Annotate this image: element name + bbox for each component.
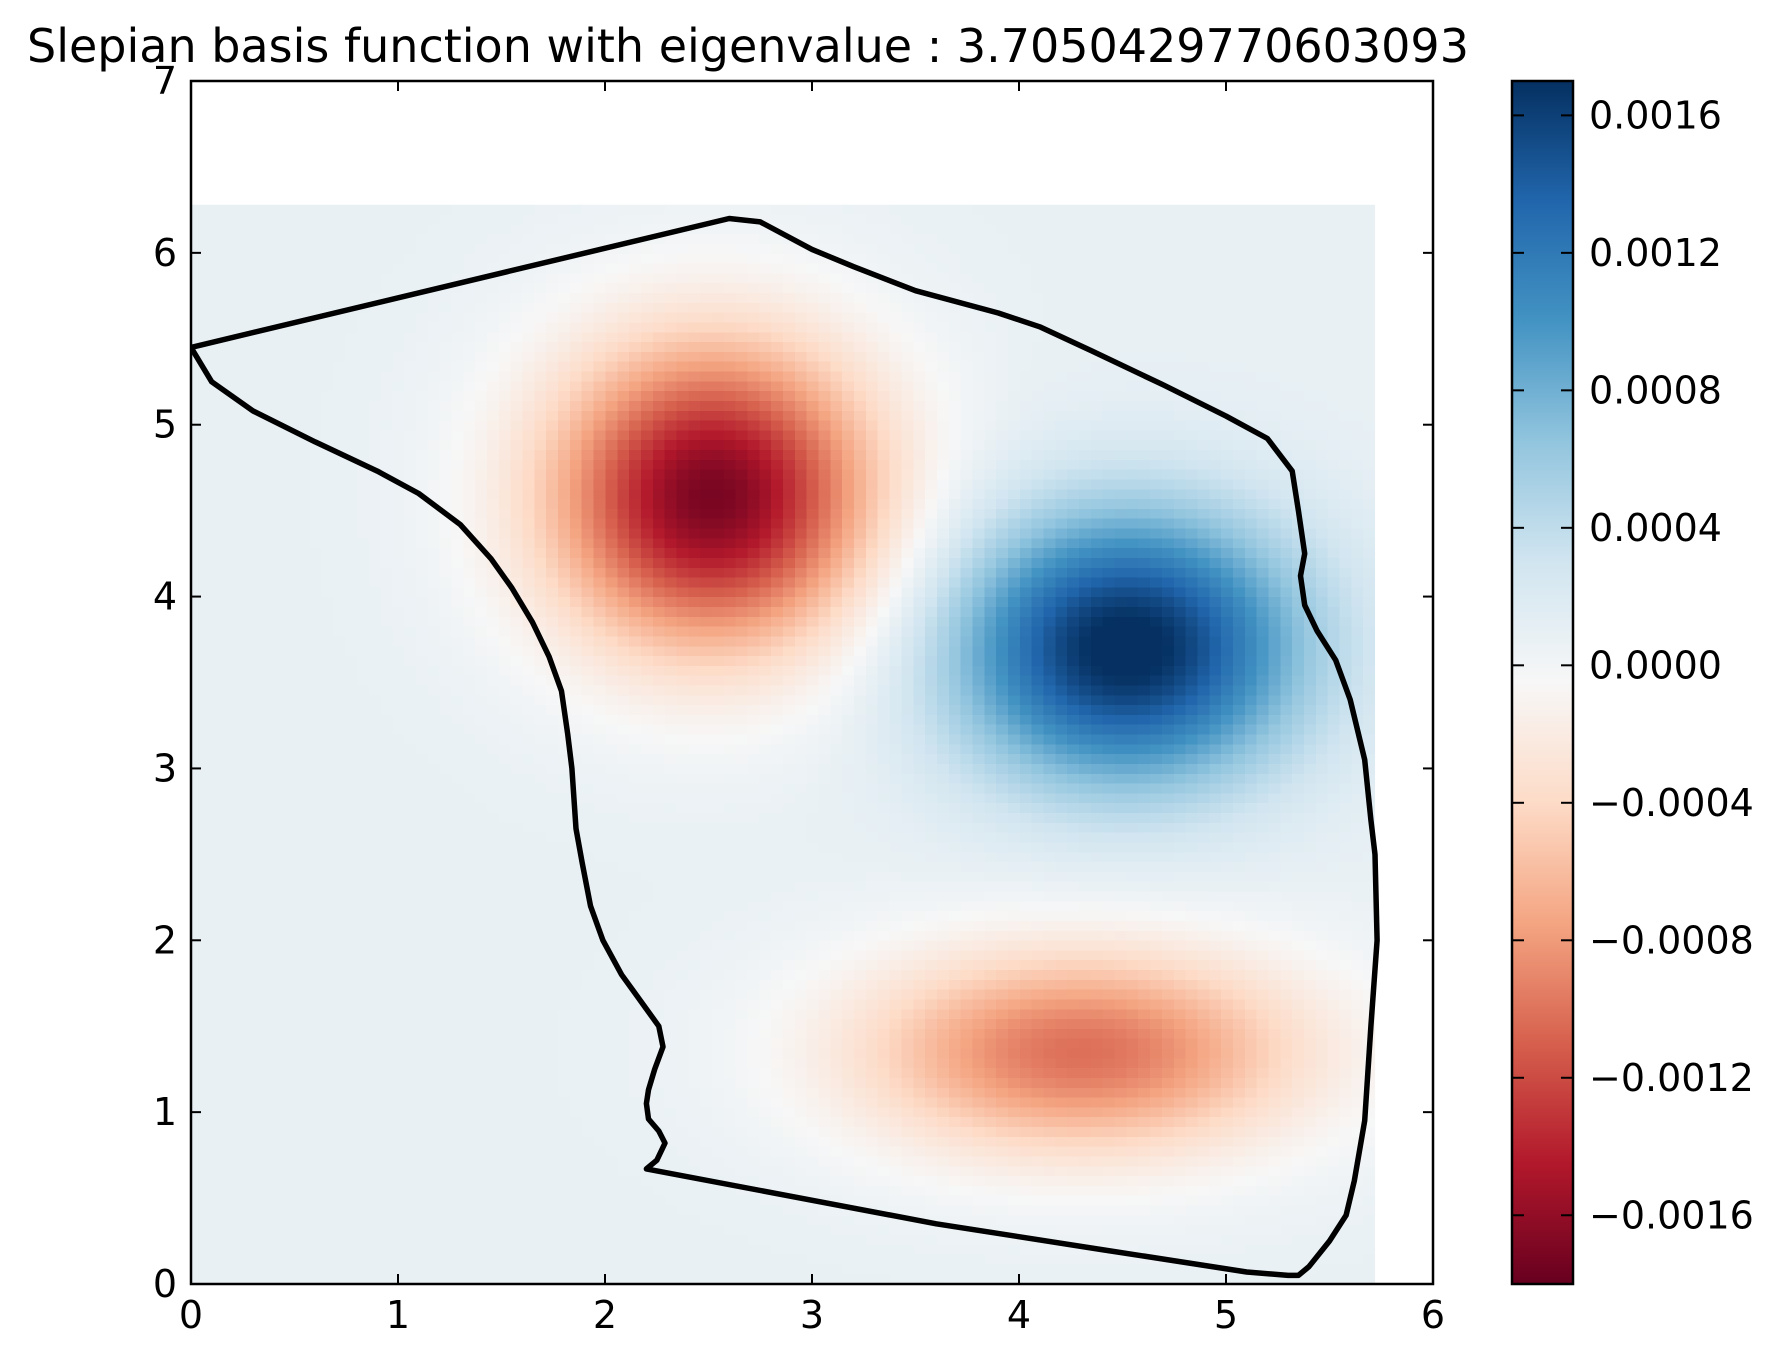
- x-tick-label: 5: [1214, 1293, 1238, 1337]
- x-axis: 0 1 2 3 4 5 6: [179, 81, 1445, 1337]
- heatmap-field: [191, 204, 1376, 1284]
- y-tick-label: 4: [153, 575, 177, 619]
- x-tick-label: 2: [593, 1293, 617, 1337]
- colorbar-tick-label: 0.0004: [1589, 506, 1722, 550]
- colorbar-ticks: −0.0016 −0.0012 −0.0008 −0.0004 0.0000 0.0004…: [1512, 93, 1754, 1237]
- y-tick-label: 5: [153, 403, 177, 447]
- chart-title: Slepian basis function with eigenvalue :…: [27, 19, 1469, 73]
- y-tick-label: 7: [153, 59, 177, 103]
- x-tick-label: 4: [1007, 1293, 1031, 1337]
- y-axis: 0 1 2 3 4 5 6 7: [153, 59, 1433, 1306]
- y-tick-label: 2: [153, 918, 177, 962]
- plot-area: 0 1 2 3 4 5 6 0 1 2 3 4 5 6 7: [153, 59, 1445, 1337]
- colorbar-tick-label: −0.0008: [1589, 918, 1754, 962]
- colorbar-tick-label: −0.0004: [1589, 781, 1754, 825]
- colorbar: −0.0016 −0.0012 −0.0008 −0.0004 0.0000 0.0004…: [1510, 79, 1754, 1286]
- colorbar-tick-label: 0.0012: [1589, 231, 1722, 275]
- y-tick-label: 1: [153, 1090, 177, 1134]
- x-tick-label: 0: [179, 1293, 203, 1337]
- colorbar-tick-label: 0.0000: [1589, 643, 1722, 687]
- y-tick-label: 6: [153, 231, 177, 275]
- y-tick-label: 0: [153, 1262, 177, 1306]
- x-tick-label: 1: [386, 1293, 410, 1337]
- colorbar-tick-label: −0.0012: [1589, 1056, 1754, 1100]
- colorbar-tick-label: 0.0016: [1589, 93, 1722, 137]
- colorbar-scale: [1512, 81, 1573, 1284]
- x-tick-label: 3: [800, 1293, 824, 1337]
- region-boundary-layer: [191, 215, 1380, 1279]
- x-tick-label: 6: [1421, 1293, 1445, 1337]
- colorbar-tick-label: −0.0016: [1589, 1193, 1754, 1237]
- region-boundary: [191, 215, 1380, 1279]
- colorbar-tick-label: 0.0008: [1589, 368, 1722, 412]
- y-tick-label: 3: [153, 746, 177, 790]
- colorbar-frame: [1510, 79, 1575, 1286]
